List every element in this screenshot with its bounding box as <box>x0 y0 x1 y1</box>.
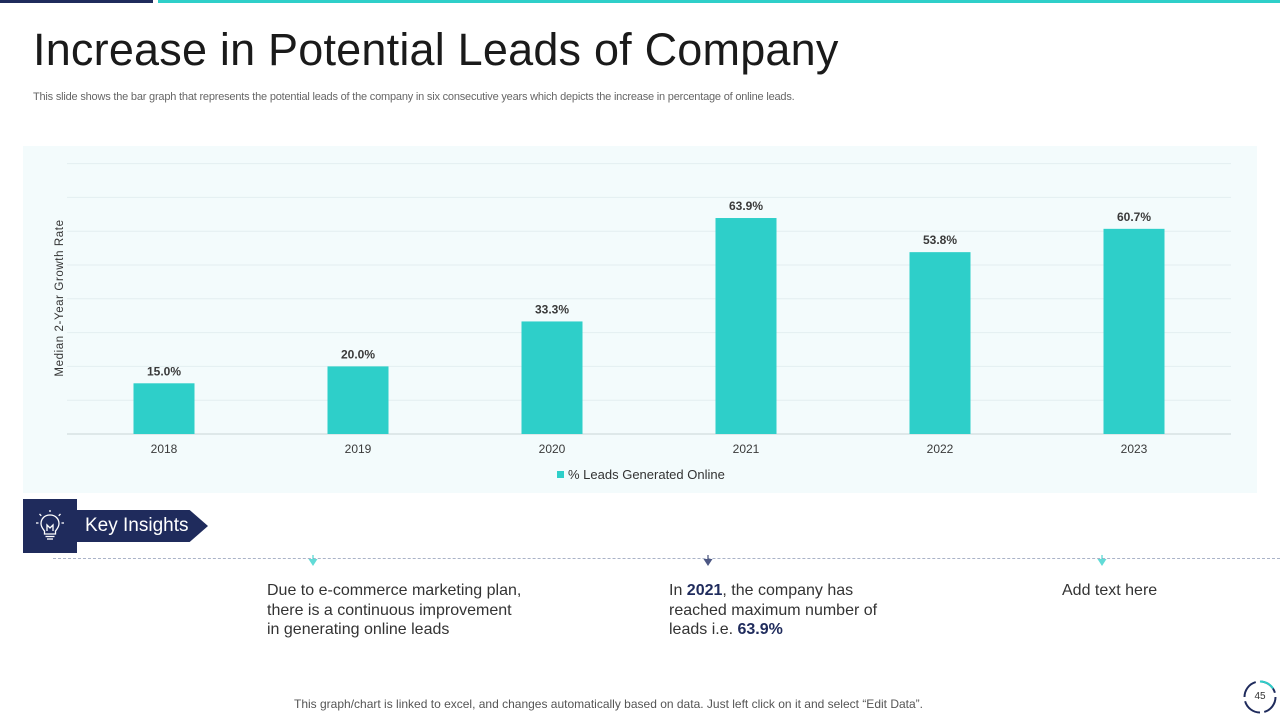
top-accent-bar-dark <box>0 0 153 3</box>
chart-panel[interactable]: 15.0% 20.0% 33.3% 63.9% 53.8% 60.7% 2018 2019 2… <box>23 146 1257 493</box>
insight-2-line-2: reached maximum number of <box>669 601 878 619</box>
key-insights-tag: Key Insights <box>77 510 208 542</box>
insight-2-pre: In <box>669 582 687 599</box>
x-tick-labels: 2018 2019 2020 2021 2022 2023 <box>151 442 1148 456</box>
insights-icon-box <box>23 499 77 553</box>
insight-text-3[interactable]: Add text here <box>1062 581 1157 601</box>
lightbulb-icon <box>36 510 64 540</box>
bar-2018[interactable] <box>133 383 195 434</box>
insight-2-value: 63.9% <box>737 621 783 638</box>
insight-2-line-3-pre: leads i.e. <box>669 621 738 638</box>
timeline-marker-3 <box>1097 555 1107 566</box>
x-tick-2018: 2018 <box>151 442 178 456</box>
insight-text-2: In 2021, the company has reached maximum… <box>669 581 877 640</box>
x-tick-2022: 2022 <box>927 442 954 456</box>
page-number-badge: 45 <box>1242 679 1278 715</box>
insight-1-line-2: there is a continuous improvement <box>267 601 512 619</box>
x-tick-2023: 2023 <box>1121 442 1148 456</box>
page-number-ring <box>1243 680 1277 714</box>
footnote: This graph/chart is linked to excel, and… <box>294 697 923 711</box>
insight-2-line-3: leads i.e. 63.9% <box>669 620 877 640</box>
data-label-2023: 60.7% <box>1117 210 1151 224</box>
key-insights-label: Key Insights <box>85 515 189 536</box>
timeline-divider <box>53 558 1280 559</box>
bar-2022[interactable] <box>909 252 971 434</box>
data-label-2020: 33.3% <box>535 302 569 316</box>
bar-2021[interactable] <box>715 218 777 434</box>
insight-1-line-1: Due to e-commerce marketing plan, <box>267 582 522 599</box>
top-accent-bar-teal <box>158 0 1280 3</box>
page-title: Increase in Potential Leads of Company <box>33 24 839 75</box>
page-number: 45 <box>1254 691 1266 702</box>
data-label-2018: 15.0% <box>147 364 181 378</box>
x-tick-2020: 2020 <box>539 442 566 456</box>
gridlines <box>67 163 1231 401</box>
bar-2019[interactable] <box>327 366 389 434</box>
page-subtitle: This slide shows the bar graph that repr… <box>33 91 795 103</box>
data-label-2021: 63.9% <box>729 199 763 213</box>
bar-series <box>133 218 1165 434</box>
bar-chart[interactable]: 15.0%20.0%33.3%63.9%53.8%60.7% 2018 2019 2… <box>23 146 1257 493</box>
y-axis-label: Median 2-Year Growth Rate <box>54 219 66 376</box>
x-tick-2021: 2021 <box>733 442 760 456</box>
timeline-marker-2 <box>703 555 713 566</box>
insight-3-line-1: Add text here <box>1062 582 1158 599</box>
timeline-marker-1 <box>308 555 318 566</box>
insight-1-line-3: in generating online leads <box>267 621 450 638</box>
legend-label: % Leads Generated Online <box>568 467 725 482</box>
insight-text-1: Due to e-commerce marketing plan, there … <box>267 581 521 640</box>
legend-swatch <box>557 471 564 478</box>
x-tick-2019: 2019 <box>345 442 372 456</box>
insight-2-year: 2021 <box>686 582 723 599</box>
bar-2023[interactable] <box>1103 228 1165 434</box>
data-label-2022: 53.8% <box>923 233 957 247</box>
data-labels: 15.0% 20.0% 33.3% 63.9% 53.8% 60.7% <box>147 199 1151 378</box>
bar-2020[interactable] <box>521 321 583 434</box>
insight-2-line-1-rest: , the company has <box>722 582 854 599</box>
data-label-2019: 20.0% <box>341 347 375 361</box>
insight-2-line-1: In 2021, the company has <box>669 581 877 601</box>
